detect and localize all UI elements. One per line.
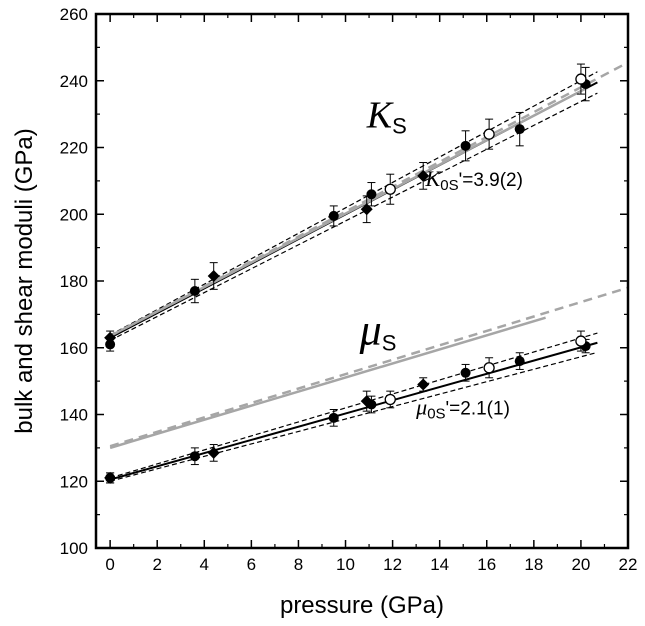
data-point-filled-diamond [417,378,430,391]
data-point-filled-circle [189,451,200,462]
x-tick-label: 10 [336,555,355,574]
y-axis-label: bulk and shear moduli (GPa) [11,128,38,433]
annotation-symbol: μ [415,395,427,420]
x-tick-label: 8 [294,555,303,574]
annotation-symbol: K [425,166,442,191]
annotation-ks-label: KS [366,94,407,138]
y-tick-label: 120 [60,472,88,491]
y-tick-label: 200 [60,205,88,224]
data-point-filled-diamond [360,395,373,408]
fit-line-2 [109,71,598,336]
fit-line-5 [109,351,598,482]
data-point-filled-circle [189,286,200,297]
data-point-open-circle [575,335,587,347]
data-point-filled-circle [514,124,525,135]
x-tick-label: 20 [571,555,590,574]
data-point-filled-circle [328,210,339,221]
data-point-filled-diamond [360,203,373,216]
data-point-filled-diamond [207,269,220,282]
axis-ticks: 0 2 4 6 8 10 12 14 16 18 20 22 100 120 140 160 180 200 220… [60,5,638,574]
data-point-filled-circle [328,412,339,423]
annotation-value: '=3.9(2) [459,170,523,191]
y-tick-label: 100 [60,539,88,558]
y-tick-label: 220 [60,139,88,158]
y-tick-label: 140 [60,406,88,425]
annotation-subscript: 0S [440,177,458,194]
data-point-open-circle [575,73,587,85]
fit-line-1 [109,341,598,481]
annotation-mu-value: μ0S'=2.1(1) [415,395,510,423]
fit-line-6 [109,86,589,338]
x-tick-label: 12 [383,555,402,574]
data-point-open-circle [384,393,396,406]
x-tick-label: 16 [477,555,496,574]
y-tick-label: 180 [60,272,88,291]
data-point-filled-circle [460,367,471,378]
fit-line-3 [109,92,598,341]
data-point-filled-circle [105,339,116,350]
y-tick-label: 260 [60,5,88,24]
x-tick-label: 18 [524,555,543,574]
annotation-subscript: S [392,113,407,138]
data-point-filled-circle [460,140,471,151]
fit-line-9 [109,286,629,448]
data-point-filled-diamond [104,331,117,344]
annotation-ks-value: K0S'=3.9(2) [425,166,523,194]
x-tick-label: 2 [152,555,161,574]
data-point-filled-diamond [104,471,117,484]
x-axis-label: pressure (GPa) [280,592,444,619]
x-tick-label: 14 [430,555,449,574]
annotation-value: '=2.1(1) [446,399,510,420]
data-point-open-circle [483,128,495,140]
data-point-filled-circle [366,189,377,200]
data-point-filled-diamond [417,169,430,182]
y-tick-label: 240 [60,72,88,91]
x-tick-label: 0 [105,555,114,574]
data-point-open-circle [384,183,396,195]
data-points [104,73,591,484]
x-tick-label: 22 [619,555,638,574]
fit-line-4 [109,332,598,479]
annotation-mu-label: μS [359,305,397,355]
data-point-open-circle [483,362,495,374]
y-tick-label: 160 [60,339,88,358]
annotation-symbol: μ [359,305,382,354]
data-point-filled-circle [514,356,525,367]
annotation-symbol: K [366,94,394,136]
data-point-filled-diamond [207,446,220,459]
fit-line-8 [109,316,546,450]
x-tick-label: 4 [200,555,209,574]
plot-frame [94,12,630,550]
annotation-subscript: S [382,330,397,355]
x-tick-label: 6 [247,555,256,574]
annotation-subscript: 0S [427,406,445,423]
